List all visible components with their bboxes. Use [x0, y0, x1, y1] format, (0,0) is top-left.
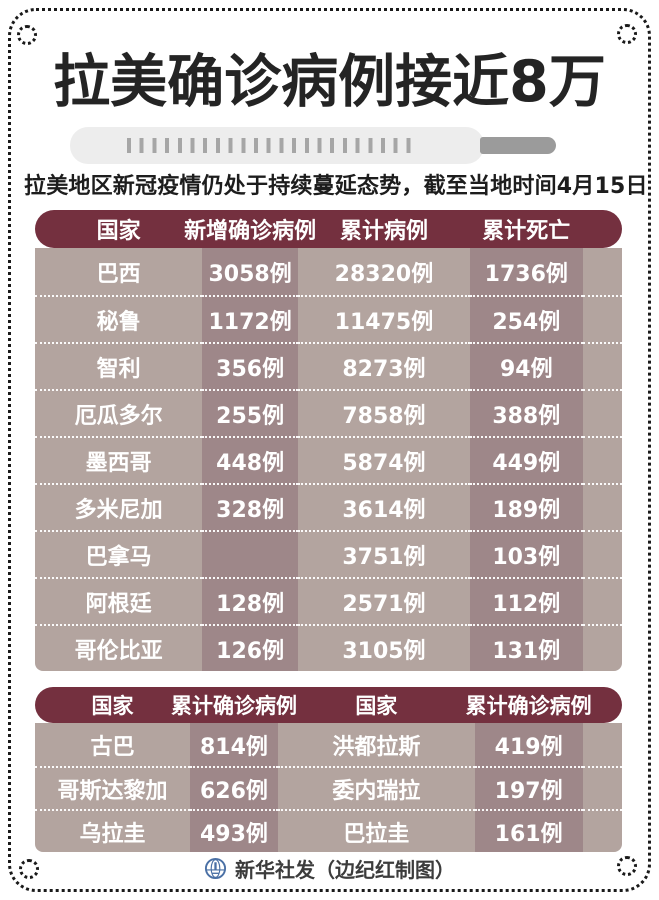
cell-total-cases: 28320例 — [297, 248, 470, 295]
header-cell-total-cases: 累计病例 — [339, 219, 428, 244]
cell-filler — [582, 389, 622, 436]
cell-filler — [582, 530, 622, 577]
dotted-border-frame — [8, 8, 651, 892]
table-row: 厄瓜多尔 255例 7858例 388例 — [35, 389, 622, 436]
cell-total-cases: 7858例 — [297, 389, 470, 436]
cell-country: 古巴 — [35, 723, 190, 766]
cell-filler — [582, 809, 622, 852]
cell-country: 多米尼加 — [35, 483, 203, 530]
table-row: 乌拉圭 493例 巴拉圭 161例 — [35, 809, 622, 852]
table-row: 巴拿马 3751例 103例 — [35, 530, 622, 577]
cell-new-cases: 328例 — [202, 483, 298, 530]
table-row: 智利 356例 8273例 94例 — [35, 342, 622, 389]
cell-filler — [582, 624, 622, 671]
cell-new-cases: 255例 — [202, 389, 298, 436]
subtitle-text: 拉美地区新冠疫情仍处于持续蔓延态势，截至当地时间4月15日 — [24, 174, 648, 199]
cell-new-cases: 1172例 — [202, 295, 298, 342]
cell-total-cases: 8273例 — [297, 342, 470, 389]
thermometer-bar — [70, 127, 484, 164]
cell-new-cases: 448例 — [202, 436, 298, 483]
cell-total-confirmed: 197例 — [474, 766, 583, 809]
cell-total-confirmed: 626例 — [189, 766, 278, 809]
cell-total-deaths: 388例 — [469, 389, 583, 436]
thermometer-tip — [480, 137, 556, 154]
headline-title: 拉美确诊病例接近8万 — [53, 49, 606, 115]
xinhua-logo-icon — [204, 857, 227, 880]
cell-filler — [582, 766, 622, 809]
table-main: 国家 新增确诊病例 累计病例 累计死亡 巴西 3058例 28320例 1736… — [35, 210, 622, 671]
cell-country: 巴拿马 — [35, 530, 203, 577]
table-main-header: 国家 新增确诊病例 累计病例 累计死亡 — [35, 210, 622, 248]
cell-total-cases: 5874例 — [297, 436, 470, 483]
cell-new-cases: 3058例 — [202, 248, 298, 295]
cell-filler — [582, 483, 622, 530]
header-cell-country: 国家 — [96, 219, 141, 244]
table-row: 阿根廷 128例 2571例 112例 — [35, 577, 622, 624]
cell-total-cases: 2571例 — [297, 577, 470, 624]
table-row: 哥斯达黎加 626例 委内瑞拉 197例 — [35, 766, 622, 809]
cell-new-cases — [202, 530, 298, 577]
cell-country: 智利 — [35, 342, 203, 389]
cell-country: 厄瓜多尔 — [35, 389, 203, 436]
cell-total-cases: 11475例 — [297, 295, 470, 342]
cell-filler — [582, 248, 622, 295]
cell-country: 委内瑞拉 — [278, 766, 475, 809]
table-secondary-header: 国家 累计确诊病例 国家 累计确诊病例 — [35, 687, 622, 723]
cell-country: 哥伦比亚 — [35, 624, 203, 671]
cell-total-confirmed: 814例 — [189, 723, 278, 766]
table-secondary: 国家 累计确诊病例 国家 累计确诊病例 古巴 814例 洪都拉斯 419例 哥斯… — [35, 687, 622, 852]
cell-total-deaths: 254例 — [469, 295, 583, 342]
cell-new-cases: 356例 — [202, 342, 298, 389]
cell-total-deaths: 1736例 — [469, 248, 583, 295]
cell-country: 哥斯达黎加 — [35, 766, 190, 809]
cell-filler — [582, 577, 622, 624]
cell-total-confirmed: 493例 — [189, 809, 278, 852]
cell-filler — [582, 723, 622, 766]
header-cell-total-confirmed: 累计确诊病例 — [170, 694, 297, 718]
cell-total-deaths: 189例 — [469, 483, 583, 530]
cell-total-confirmed: 161例 — [474, 809, 583, 852]
cell-country: 秘鲁 — [35, 295, 203, 342]
cell-total-deaths: 103例 — [469, 530, 583, 577]
cell-country: 墨西哥 — [35, 436, 203, 483]
cell-new-cases: 128例 — [202, 577, 298, 624]
cell-filler — [582, 436, 622, 483]
table-row: 秘鲁 1172例 11475例 254例 — [35, 295, 622, 342]
cell-total-deaths: 449例 — [469, 436, 583, 483]
corner-hole-bottom-right-icon — [617, 856, 637, 876]
cell-total-deaths: 94例 — [469, 342, 583, 389]
cell-country: 洪都拉斯 — [278, 723, 475, 766]
cell-new-cases: 126例 — [202, 624, 298, 671]
cell-total-cases: 3751例 — [297, 530, 470, 577]
cell-total-deaths: 112例 — [469, 577, 583, 624]
credit-line: 新华社发（边纪红制图） — [0, 854, 659, 883]
corner-hole-top-left-icon — [17, 25, 37, 45]
cell-filler — [582, 342, 622, 389]
cell-country: 巴西 — [35, 248, 203, 295]
header-cell-total-deaths: 累计死亡 — [482, 219, 571, 244]
credit-text: 新华社发（边纪红制图） — [235, 858, 455, 882]
header-cell-country: 国家 — [91, 694, 134, 718]
table-row: 哥伦比亚 126例 3105例 131例 — [35, 624, 622, 671]
cell-total-deaths: 131例 — [469, 624, 583, 671]
header-cell-total-confirmed: 累计确诊病例 — [465, 694, 592, 718]
cell-filler — [582, 295, 622, 342]
cell-country: 阿根廷 — [35, 577, 203, 624]
cell-total-confirmed: 419例 — [474, 723, 583, 766]
header-cell-new-cases: 新增确诊病例 — [184, 219, 317, 244]
corner-hole-top-right-icon — [617, 24, 637, 44]
table-row: 墨西哥 448例 5874例 449例 — [35, 436, 622, 483]
table-row: 巴西 3058例 28320例 1736例 — [35, 248, 622, 295]
header-cell-country: 国家 — [355, 694, 398, 718]
cell-country: 乌拉圭 — [35, 809, 190, 852]
table-row: 多米尼加 328例 3614例 189例 — [35, 483, 622, 530]
table-row: 古巴 814例 洪都拉斯 419例 — [35, 723, 622, 766]
thermometer-ticks — [127, 138, 417, 153]
cell-country: 巴拉圭 — [278, 809, 475, 852]
corner-hole-bottom-left-icon — [19, 859, 39, 879]
cell-total-cases: 3614例 — [297, 483, 470, 530]
cell-total-cases: 3105例 — [297, 624, 470, 671]
